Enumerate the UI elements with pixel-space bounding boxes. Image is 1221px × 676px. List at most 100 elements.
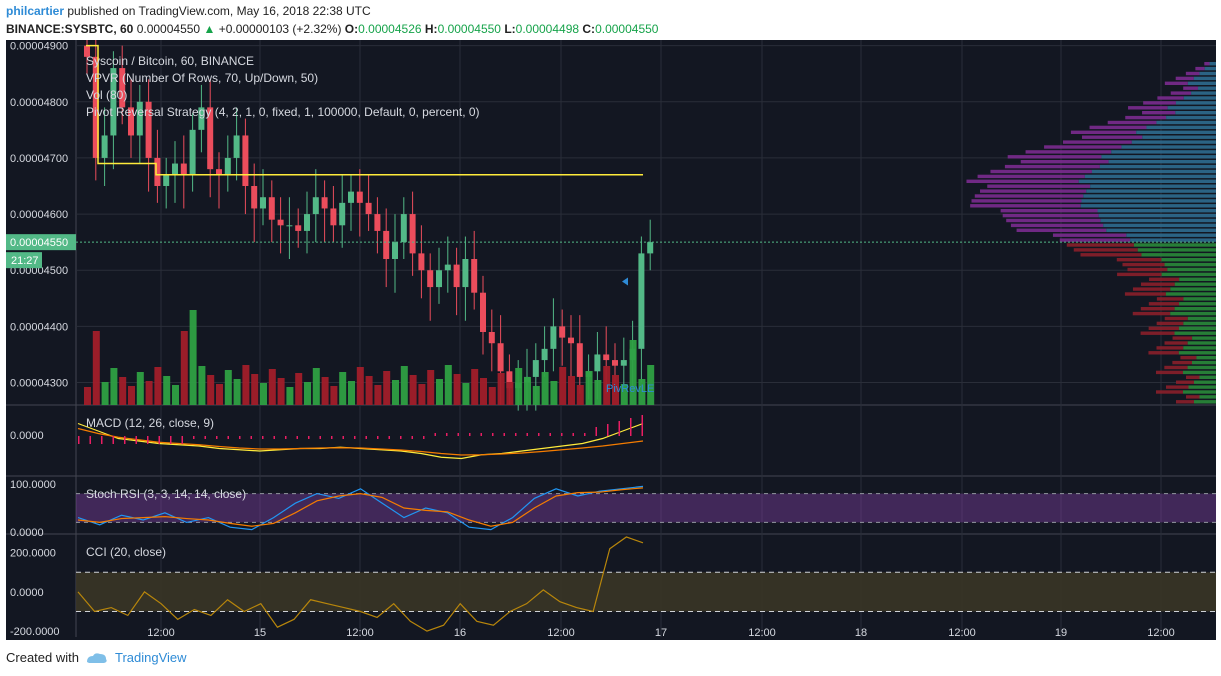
vpvr-bar-up xyxy=(1194,380,1216,384)
candle-body xyxy=(207,107,214,170)
vpvr-bar-up xyxy=(1133,243,1216,247)
vpvr-bar-down xyxy=(1002,213,1099,218)
author-link[interactable]: philcartier xyxy=(6,4,65,18)
macd-histogram-bar xyxy=(354,436,356,439)
candle-body xyxy=(277,219,284,226)
vpvr-bar-up xyxy=(1164,262,1216,267)
vpvr-bar-down xyxy=(1127,267,1168,272)
macd-histogram-bar xyxy=(296,436,298,439)
volume-bar xyxy=(339,372,347,405)
vpvr-bar-up xyxy=(1099,164,1216,169)
vpvr-bar-down xyxy=(1156,346,1184,350)
candle-body xyxy=(330,208,337,226)
legend-title: Syscoin / Bitcoin, 60, BINANCE xyxy=(86,54,255,68)
vpvr-bar-up xyxy=(1130,238,1216,242)
legend-stoch[interactable]: Stoch RSI (3, 3, 14, 14, close) xyxy=(86,487,247,501)
change-arrow-icon: ▲ xyxy=(203,22,216,36)
vpvr-bar-up xyxy=(1090,184,1216,188)
volume-bar xyxy=(594,380,602,405)
legend-macd[interactable]: MACD (12, 26, close, 9) xyxy=(86,416,215,430)
vpvr-bar-down xyxy=(1170,91,1192,95)
volume-bar xyxy=(524,377,531,405)
vpvr-bar-up xyxy=(1106,228,1216,232)
macd-histogram-bar xyxy=(423,436,425,439)
vpvr-bar-down xyxy=(1059,238,1131,242)
vpvr-bar-down xyxy=(1006,218,1101,223)
volume-bar xyxy=(286,387,294,405)
candle-body xyxy=(400,214,407,243)
volume-bar xyxy=(488,387,496,405)
volume-bar xyxy=(515,368,523,405)
vpvr-bar-down xyxy=(1070,130,1137,134)
vpvr-bar-down xyxy=(1025,150,1112,154)
time-tick-label: 17 xyxy=(655,627,667,639)
macd-histogram-bar xyxy=(584,433,586,436)
vpvr-bar-down xyxy=(1141,282,1175,286)
vpvr-bar-up xyxy=(1167,106,1216,110)
vpvr-bar-down xyxy=(1066,243,1134,247)
price-tick-label: 0.00004300 xyxy=(10,378,68,390)
volume-bar xyxy=(392,380,399,405)
candle-body xyxy=(374,214,381,231)
vpvr-bar-up xyxy=(1193,76,1216,81)
vpvr-bar-down xyxy=(971,199,1082,203)
macd-histogram-bar xyxy=(147,436,149,444)
time-tick-label: 15 xyxy=(254,627,266,639)
candle-body xyxy=(110,68,117,136)
vpvr-bar-down xyxy=(1107,120,1157,125)
vpvr-bar-down xyxy=(1164,341,1188,345)
last-price: 0.00004550 xyxy=(136,22,201,36)
macd-histogram-bar xyxy=(434,433,436,436)
time-tick-label: 12:00 xyxy=(948,627,976,639)
chart-area[interactable]: 0.00004900 0.00004800 0.00004700 0.00004600… xyxy=(6,40,1216,640)
macd-histogram-bar xyxy=(319,436,321,439)
tradingview-link[interactable]: TradingView xyxy=(114,650,187,665)
chart-canvas[interactable]: 0.00004900 0.00004800 0.00004700 0.00004600… xyxy=(6,40,1216,640)
macd-histogram-bar xyxy=(170,436,172,444)
time-tick-label: 12:00 xyxy=(1147,627,1175,639)
vpvr-bar-up xyxy=(1078,179,1216,183)
vpvr-bar-up xyxy=(1080,204,1216,208)
vpvr-bar-up xyxy=(1146,125,1216,130)
volume-bar xyxy=(497,373,505,405)
candle-body xyxy=(541,348,548,361)
vpvr-bar-up xyxy=(1137,248,1216,252)
vpvr-bar-up xyxy=(1097,209,1216,213)
cci-band xyxy=(76,572,1216,612)
vpvr-bar-up xyxy=(1194,400,1216,404)
candle-body xyxy=(638,253,645,349)
vpvr-bar-down xyxy=(1180,356,1197,360)
vpvr-bar-down xyxy=(1164,365,1188,370)
volume-bar xyxy=(224,370,232,405)
volume-bar xyxy=(348,381,355,405)
volume-bar xyxy=(453,374,461,405)
vpvr-bar-down xyxy=(1128,106,1168,110)
volume-bar xyxy=(471,369,479,405)
volume-bar xyxy=(304,382,311,405)
macd-histogram-bar xyxy=(250,436,252,439)
macd-histogram-bar xyxy=(630,418,632,436)
cci-tick-label: -200.0000 xyxy=(10,626,60,638)
vpvr-bar-up xyxy=(1192,336,1216,340)
vpvr-bar-up xyxy=(1183,390,1216,394)
candle-body xyxy=(268,197,275,220)
vpvr-bar-down xyxy=(1157,96,1184,100)
legend-cci[interactable]: CCI (20, close) xyxy=(86,545,167,559)
macd-histogram-bar xyxy=(538,433,540,436)
stoch-line xyxy=(77,485,644,531)
vpvr-bar-down xyxy=(987,184,1091,188)
vpvr-bar-down xyxy=(1073,248,1138,252)
candle-body xyxy=(356,191,363,203)
macd-histogram-bar xyxy=(572,433,574,436)
legend-vpvr[interactable]: VPVR (Number Of Rows, 70, Up/Down, 50) xyxy=(86,71,319,85)
macd-histogram-bar xyxy=(342,436,344,439)
macd-histogram-bar xyxy=(112,436,114,444)
legend-strategy[interactable]: Pivot Reversal Strategy (4, 2, 1, 0, fix… xyxy=(86,105,480,119)
symbol-name: BINANCE:SYSBTC, 60 xyxy=(6,22,134,36)
vpvr-bar-up xyxy=(1126,233,1216,237)
volume-bar xyxy=(436,379,443,405)
volume-bar xyxy=(409,375,417,405)
legend-vol[interactable]: Vol (80) xyxy=(86,88,128,102)
candle-body xyxy=(198,107,205,130)
vpvr-bar-up xyxy=(1175,101,1216,105)
